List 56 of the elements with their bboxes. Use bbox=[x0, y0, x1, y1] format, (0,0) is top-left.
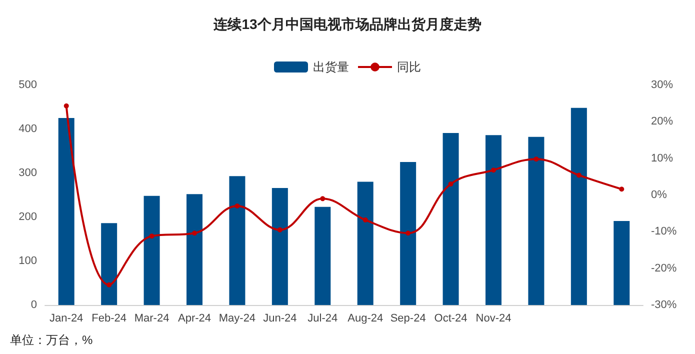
y-tick-label: 100 bbox=[18, 255, 37, 267]
point bbox=[534, 156, 539, 162]
y2-tick-label: 20% bbox=[651, 116, 674, 128]
bar bbox=[614, 220, 630, 305]
x-tick-label: Aug-24 bbox=[348, 312, 384, 324]
bar bbox=[144, 196, 160, 305]
point bbox=[619, 186, 624, 192]
point bbox=[277, 227, 282, 232]
y-tick-label: 200 bbox=[18, 211, 37, 223]
x-tick-label: Jun-24 bbox=[263, 312, 297, 324]
point bbox=[149, 234, 154, 239]
y2-tick-label: 30% bbox=[651, 79, 674, 91]
y-tick-label: 400 bbox=[18, 123, 37, 135]
point bbox=[576, 172, 582, 178]
legend-label: 同比 bbox=[397, 60, 421, 74]
x-tick-label: Mar-24 bbox=[134, 312, 170, 324]
point bbox=[448, 182, 454, 186]
x-tick-label: Jul-24 bbox=[308, 312, 338, 324]
y-tick-label: 300 bbox=[18, 167, 37, 179]
bar bbox=[570, 108, 587, 305]
bar bbox=[486, 135, 502, 305]
y-tick-label: 500 bbox=[18, 79, 37, 91]
bar bbox=[101, 223, 118, 305]
x-tick-label: Apr-24 bbox=[178, 312, 212, 324]
x-tick-label: Sep-24 bbox=[390, 312, 426, 324]
point bbox=[320, 196, 326, 202]
bar bbox=[58, 118, 74, 305]
x-tick-label: May-24 bbox=[218, 312, 256, 324]
bar bbox=[400, 162, 416, 305]
point bbox=[192, 230, 197, 236]
chart-title: 连续13个月中国电视市场品牌出货月度走势 bbox=[212, 16, 482, 32]
y2-tick-label: -10% bbox=[651, 226, 677, 238]
bar bbox=[357, 182, 374, 305]
x-tick-label: Feb-24 bbox=[92, 312, 126, 324]
point bbox=[406, 230, 411, 236]
y2-tick-label: -30% bbox=[651, 299, 677, 311]
bar bbox=[442, 132, 459, 305]
bar bbox=[272, 188, 288, 305]
x-tick-label: Oct-24 bbox=[434, 312, 468, 324]
y2-tick-label: -20% bbox=[651, 262, 677, 274]
text: 单位：万台，% bbox=[10, 333, 93, 347]
bar bbox=[314, 206, 331, 305]
point bbox=[362, 217, 368, 222]
point bbox=[106, 282, 112, 288]
y2-tick-label: 10% bbox=[651, 152, 674, 164]
y2-tick-label: 0% bbox=[651, 189, 668, 201]
point bbox=[64, 103, 69, 108]
point bbox=[491, 168, 496, 173]
legend-label: 出货量 bbox=[313, 60, 349, 74]
bar bbox=[186, 194, 202, 305]
bar bbox=[229, 176, 246, 305]
y-tick-label: 0 bbox=[30, 299, 37, 311]
x-tick-label: Nov-24 bbox=[476, 312, 512, 324]
x-tick-label: Jan-24 bbox=[50, 312, 84, 324]
bar bbox=[528, 136, 544, 305]
point bbox=[234, 204, 240, 208]
